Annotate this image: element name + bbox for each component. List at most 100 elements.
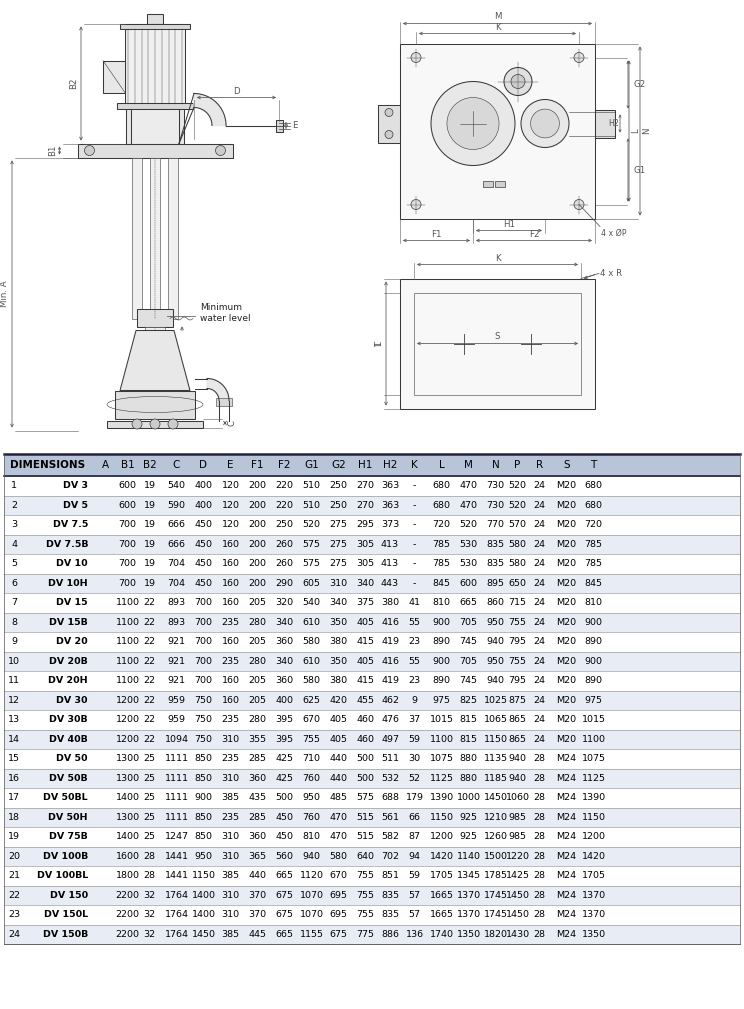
Text: 710: 710 <box>303 755 321 763</box>
Text: 755: 755 <box>508 657 527 666</box>
Text: M24: M24 <box>557 929 577 938</box>
Text: 785: 785 <box>585 540 603 549</box>
Text: 28: 28 <box>533 910 545 919</box>
Circle shape <box>511 75 525 89</box>
Text: 425: 425 <box>275 755 293 763</box>
Text: DV 50BL: DV 50BL <box>43 793 88 802</box>
Text: 1125: 1125 <box>582 774 606 783</box>
Text: 705: 705 <box>460 657 478 666</box>
Text: 419: 419 <box>381 676 399 685</box>
Text: M20: M20 <box>557 559 577 568</box>
Text: 540: 540 <box>167 481 185 490</box>
Text: 6: 6 <box>11 579 17 588</box>
Text: 19: 19 <box>144 481 155 490</box>
Bar <box>4 535 740 554</box>
Text: -: - <box>413 521 416 530</box>
Text: 22: 22 <box>144 715 155 724</box>
Text: 23: 23 <box>8 910 20 919</box>
Text: 845: 845 <box>432 579 451 588</box>
Text: DV 7.5B: DV 7.5B <box>45 540 88 549</box>
Text: 520: 520 <box>508 481 527 490</box>
Text: 605: 605 <box>303 579 321 588</box>
Text: 1400: 1400 <box>115 832 140 842</box>
Text: M24: M24 <box>557 813 577 821</box>
Text: DV 5: DV 5 <box>63 500 88 510</box>
Text: 680: 680 <box>585 500 603 510</box>
Text: 1665: 1665 <box>429 891 454 900</box>
Text: 12: 12 <box>8 696 20 704</box>
Text: M: M <box>464 460 473 470</box>
Text: S: S <box>563 460 570 470</box>
Text: 795: 795 <box>508 638 527 646</box>
Text: 136: 136 <box>405 929 423 938</box>
Text: 1200: 1200 <box>115 715 140 724</box>
Text: -: - <box>413 540 416 549</box>
Text: T: T <box>591 460 597 470</box>
Bar <box>125 23 185 109</box>
Text: 4 x ØP: 4 x ØP <box>601 228 626 237</box>
Text: 810: 810 <box>303 832 321 842</box>
Text: 1000: 1000 <box>457 793 481 802</box>
Text: 925: 925 <box>460 832 478 842</box>
Text: 1100: 1100 <box>115 676 140 685</box>
Text: DV 50: DV 50 <box>57 755 88 763</box>
Text: 532: 532 <box>381 774 399 783</box>
Text: 200: 200 <box>248 500 266 510</box>
Text: 1400: 1400 <box>191 910 216 919</box>
Text: 900: 900 <box>432 657 451 666</box>
Text: 440: 440 <box>330 755 347 763</box>
Text: 28: 28 <box>533 871 545 880</box>
Text: 450: 450 <box>194 579 213 588</box>
Text: F2: F2 <box>529 229 539 238</box>
Text: 1370: 1370 <box>582 891 606 900</box>
Text: 580: 580 <box>330 852 347 861</box>
Text: 380: 380 <box>381 598 399 607</box>
Bar <box>4 671 740 690</box>
Text: 1247: 1247 <box>164 832 188 842</box>
Text: DV 150B: DV 150B <box>42 929 88 938</box>
Text: 52: 52 <box>408 774 420 783</box>
Text: 810: 810 <box>585 598 603 607</box>
Text: 280: 280 <box>248 715 266 724</box>
Text: DV 3: DV 3 <box>63 481 88 490</box>
Text: 755: 755 <box>303 735 321 744</box>
Text: M20: M20 <box>557 715 577 724</box>
Text: 950: 950 <box>487 618 504 627</box>
Bar <box>137 309 173 327</box>
Text: 1764: 1764 <box>164 891 188 900</box>
Text: 1150: 1150 <box>582 813 606 821</box>
Text: 360: 360 <box>248 832 266 842</box>
Text: 4 x R: 4 x R <box>600 269 622 278</box>
Text: DV 75B: DV 75B <box>49 832 88 842</box>
Text: 24: 24 <box>533 735 545 744</box>
Text: 1100: 1100 <box>115 638 140 646</box>
Text: 666: 666 <box>167 540 185 549</box>
Bar <box>4 905 740 924</box>
Text: 1140: 1140 <box>457 852 481 861</box>
Text: 24: 24 <box>533 521 545 530</box>
Text: 580: 580 <box>508 540 527 549</box>
Text: 32: 32 <box>144 910 155 919</box>
Text: 200: 200 <box>248 481 266 490</box>
Text: 470: 470 <box>460 481 478 490</box>
Text: 275: 275 <box>330 521 347 530</box>
Text: 450: 450 <box>194 540 213 549</box>
Text: 715: 715 <box>508 598 527 607</box>
Text: 730: 730 <box>487 481 504 490</box>
Text: 520: 520 <box>303 521 321 530</box>
Text: M24: M24 <box>557 891 577 900</box>
Text: 985: 985 <box>508 832 527 842</box>
Text: 17: 17 <box>8 793 20 802</box>
Bar <box>4 573 740 593</box>
Text: 1370: 1370 <box>456 910 481 919</box>
Text: 1200: 1200 <box>115 735 140 744</box>
Bar <box>120 23 190 28</box>
Text: 1125: 1125 <box>429 774 454 783</box>
Text: 22: 22 <box>144 735 155 744</box>
Text: 1705: 1705 <box>429 871 454 880</box>
Text: 1400: 1400 <box>191 891 216 900</box>
Text: 280: 280 <box>248 657 266 666</box>
Text: 160: 160 <box>222 696 240 704</box>
Text: 921: 921 <box>167 676 185 685</box>
Text: 9: 9 <box>11 638 17 646</box>
